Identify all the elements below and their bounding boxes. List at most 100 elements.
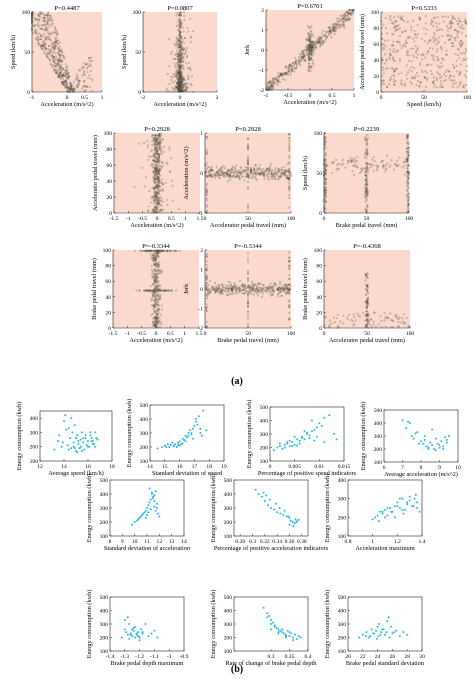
data-point <box>58 54 61 57</box>
data-point <box>283 446 286 449</box>
data-point <box>47 36 50 39</box>
data-point <box>237 169 240 172</box>
data-point <box>400 47 403 50</box>
data-point <box>47 23 50 26</box>
data-point <box>296 438 299 441</box>
data-point <box>31 22 33 25</box>
data-point <box>189 41 192 43</box>
data-point <box>156 150 159 153</box>
y-tick-label: 20 <box>316 310 322 316</box>
data-point <box>420 440 422 443</box>
data-point <box>161 139 164 142</box>
data-point <box>400 82 403 85</box>
data-point <box>147 209 150 212</box>
data-point <box>331 25 334 28</box>
data-point <box>318 422 321 425</box>
y-tick-label: 300 <box>30 430 39 436</box>
data-point <box>442 59 445 62</box>
x-tick-label: 0 <box>179 95 182 101</box>
data-point <box>429 441 432 444</box>
data-point <box>189 82 192 85</box>
data-point <box>396 501 399 504</box>
data-point <box>410 60 413 63</box>
data-point <box>144 509 147 512</box>
data-point <box>312 52 315 55</box>
data-point <box>412 77 414 80</box>
data-point <box>153 160 156 162</box>
data-point <box>333 32 336 35</box>
data-point <box>371 518 374 521</box>
data-point <box>178 87 181 90</box>
data-point <box>186 436 188 439</box>
data-point <box>217 174 219 177</box>
data-point <box>270 171 273 174</box>
data-point <box>151 144 153 147</box>
data-point <box>89 63 91 66</box>
data-point <box>288 206 291 209</box>
data-point <box>420 81 422 84</box>
data-point <box>424 56 427 59</box>
data-point <box>247 174 249 177</box>
data-point <box>82 437 85 440</box>
data-point <box>406 54 408 57</box>
data-point <box>87 65 90 68</box>
data-point <box>306 39 308 41</box>
data-point <box>396 40 398 43</box>
data-point <box>61 59 63 62</box>
data-point <box>157 158 160 161</box>
data-point <box>155 170 158 173</box>
data-point <box>293 70 296 73</box>
data-point <box>37 36 39 39</box>
data-point <box>204 170 207 173</box>
y-tick-label: 100 <box>133 10 142 16</box>
data-point <box>287 65 290 68</box>
data-point <box>414 493 417 496</box>
data-point <box>446 34 449 37</box>
data-point <box>294 633 297 636</box>
data-point <box>291 441 294 444</box>
data-point <box>406 503 409 506</box>
data-point <box>325 30 328 33</box>
data-point <box>384 17 387 19</box>
data-point <box>45 47 47 50</box>
data-point <box>159 174 162 177</box>
data-point <box>172 445 175 448</box>
data-point <box>48 45 51 47</box>
data-point <box>267 83 270 86</box>
data-point <box>150 155 152 158</box>
data-point <box>191 427 194 430</box>
data-point <box>153 629 156 632</box>
data-point <box>187 30 190 33</box>
data-point <box>402 45 405 47</box>
data-point <box>298 63 301 66</box>
data-point <box>449 20 452 22</box>
data-point <box>270 618 272 621</box>
data-point <box>310 430 313 433</box>
data-point <box>384 53 386 56</box>
data-point <box>64 72 67 75</box>
data-point <box>222 165 225 168</box>
data-point <box>159 203 162 206</box>
data-point <box>433 31 436 34</box>
data-point <box>187 434 190 437</box>
data-point <box>266 504 269 507</box>
data-point <box>168 446 171 448</box>
y-tick-label: 400 <box>374 421 383 427</box>
data-point <box>182 85 184 88</box>
data-point <box>87 445 89 448</box>
x-tick-label: 0 <box>309 93 312 99</box>
data-point <box>325 173 328 176</box>
data-point <box>327 25 330 28</box>
y-tick-label: 100 <box>104 131 113 137</box>
data-point <box>205 209 208 212</box>
data-point <box>37 14 39 17</box>
data-point <box>261 171 264 173</box>
data-point <box>151 166 154 169</box>
data-point <box>440 46 443 49</box>
data-point <box>441 57 443 60</box>
data-point <box>177 20 179 23</box>
data-point <box>205 168 208 170</box>
y-tick-label: 400 <box>30 416 39 422</box>
data-point <box>238 178 241 180</box>
